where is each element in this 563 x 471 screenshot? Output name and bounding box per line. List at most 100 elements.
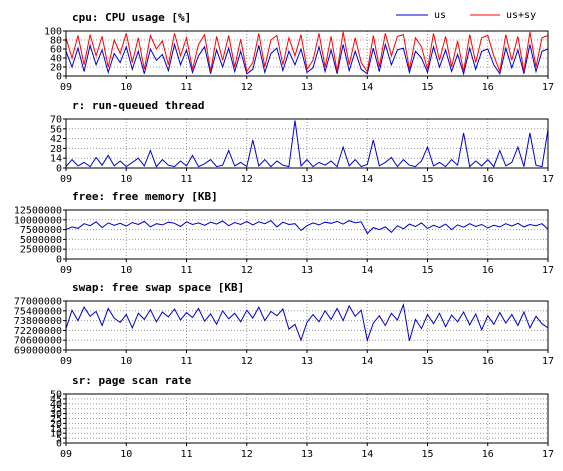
x-tick-label: 11 [180, 174, 192, 185]
x-tick-label: 14 [361, 174, 373, 185]
y-tick-label: 45 [50, 394, 62, 405]
plot-area-border [65, 300, 549, 351]
x-tick-label: 17 [542, 356, 554, 367]
x-tick-label: 12 [241, 265, 253, 276]
x-tick-label: 09 [60, 174, 72, 185]
x-tick-label: 11 [180, 265, 192, 276]
x-tick-label: 09 [60, 82, 72, 93]
y-tick-label: 7500000 [20, 225, 62, 236]
y-tick-label: 70600000 [14, 336, 62, 347]
y-tick-label: 25 [50, 414, 62, 425]
x-tick-label: 16 [482, 82, 494, 93]
y-tick-label: 5000000 [20, 235, 62, 246]
y-tick-label: 5 [56, 434, 62, 445]
x-tick-label: 15 [421, 449, 433, 460]
x-tick-label: 14 [361, 449, 373, 460]
legend-label: us [434, 10, 446, 21]
x-tick-label: 09 [60, 356, 72, 367]
x-tick-label: 16 [482, 356, 494, 367]
y-tick-label: 40 [50, 54, 62, 65]
x-tick-label: 13 [301, 174, 313, 185]
plot-area-border [65, 30, 549, 77]
chart-title-2: free: free memory [KB] [72, 190, 218, 203]
series-line-us-sy [65, 31, 549, 74]
x-tick-label: 13 [301, 82, 313, 93]
x-tick-label: 10 [120, 82, 132, 93]
x-tick-label: 12 [241, 449, 253, 460]
y-tick-label: 60 [50, 45, 62, 56]
chart-title-0: cpu: CPU usage [%] [72, 11, 191, 24]
y-tick-label: 10 [50, 429, 62, 440]
legend-label: us+sy [506, 10, 536, 21]
y-tick-label: 75400000 [14, 306, 62, 317]
y-tick-label: 0 [56, 439, 62, 450]
x-tick-label: 09 [60, 449, 72, 460]
y-tick-label: 2500000 [20, 245, 62, 256]
series-line-2 [65, 219, 549, 235]
series-line-3 [65, 302, 549, 343]
series-line-us [65, 42, 549, 76]
x-tick-label: 15 [421, 174, 433, 185]
y-tick-label: 20 [50, 63, 62, 74]
x-tick-label: 12 [241, 356, 253, 367]
y-tick-label: 56 [50, 124, 62, 135]
y-tick-label: 42 [50, 134, 62, 145]
x-tick-label: 12 [241, 174, 253, 185]
chart-panel-4: sr: page scan rate0510152025303540455009… [50, 374, 554, 460]
x-tick-label: 09 [60, 265, 72, 276]
y-tick-label: 50 [50, 390, 62, 401]
y-tick-label: 35 [50, 404, 62, 415]
x-tick-label: 15 [421, 265, 433, 276]
x-tick-label: 17 [542, 265, 554, 276]
y-tick-label: 100 [44, 27, 62, 38]
x-tick-label: 15 [421, 82, 433, 93]
x-tick-label: 17 [542, 174, 554, 185]
y-tick-label: 0 [56, 164, 62, 175]
x-tick-label: 12 [241, 82, 253, 93]
x-tick-label: 11 [180, 82, 192, 93]
x-tick-label: 16 [482, 174, 494, 185]
plot-area-border [65, 118, 549, 169]
chart-panel-2: free: free memory [KB] 025000005000000750… [14, 190, 554, 276]
x-tick-label: 16 [482, 265, 494, 276]
x-tick-label: 15 [421, 356, 433, 367]
y-tick-label: 15 [50, 424, 62, 435]
y-tick-label: 70 [50, 115, 62, 126]
x-tick-label: 10 [120, 449, 132, 460]
y-tick-label: 20 [50, 419, 62, 430]
y-tick-label: 14 [50, 154, 62, 165]
y-tick-label: 80 [50, 36, 62, 47]
y-tick-label: 77000000 [14, 297, 62, 308]
x-tick-label: 10 [120, 356, 132, 367]
y-tick-label: 10000000 [14, 215, 62, 226]
x-tick-label: 13 [301, 265, 313, 276]
x-tick-label: 17 [542, 82, 554, 93]
y-tick-label: 72200000 [14, 326, 62, 337]
x-tick-label: 13 [301, 449, 313, 460]
y-tick-label: 40 [50, 399, 62, 410]
x-tick-label: 11 [180, 449, 192, 460]
x-tick-label: 10 [120, 265, 132, 276]
chart-title-3: swap: free swap space [KB] [72, 281, 244, 294]
plot-area-border [65, 393, 549, 444]
chart-legend: us us+sy [396, 10, 536, 21]
y-tick-label: 12500000 [14, 206, 62, 217]
x-tick-label: 14 [361, 82, 373, 93]
chart-title-4: sr: page scan rate [72, 374, 192, 387]
series-line-1 [65, 120, 549, 168]
y-tick-label: 30 [50, 409, 62, 420]
y-tick-label: 69000000 [14, 346, 62, 357]
chart-title-1: r: run-queued thread [72, 99, 204, 112]
x-tick-label: 17 [542, 449, 554, 460]
y-tick-label: 0 [56, 255, 62, 266]
chart-panel-3: swap: free swap space [KB] 69000000706000… [14, 281, 554, 367]
plot-area-border [65, 209, 549, 260]
x-tick-label: 13 [301, 356, 313, 367]
y-tick-label: 0 [56, 72, 62, 83]
x-tick-label: 16 [482, 449, 494, 460]
x-tick-label: 10 [120, 174, 132, 185]
x-tick-label: 14 [361, 265, 373, 276]
